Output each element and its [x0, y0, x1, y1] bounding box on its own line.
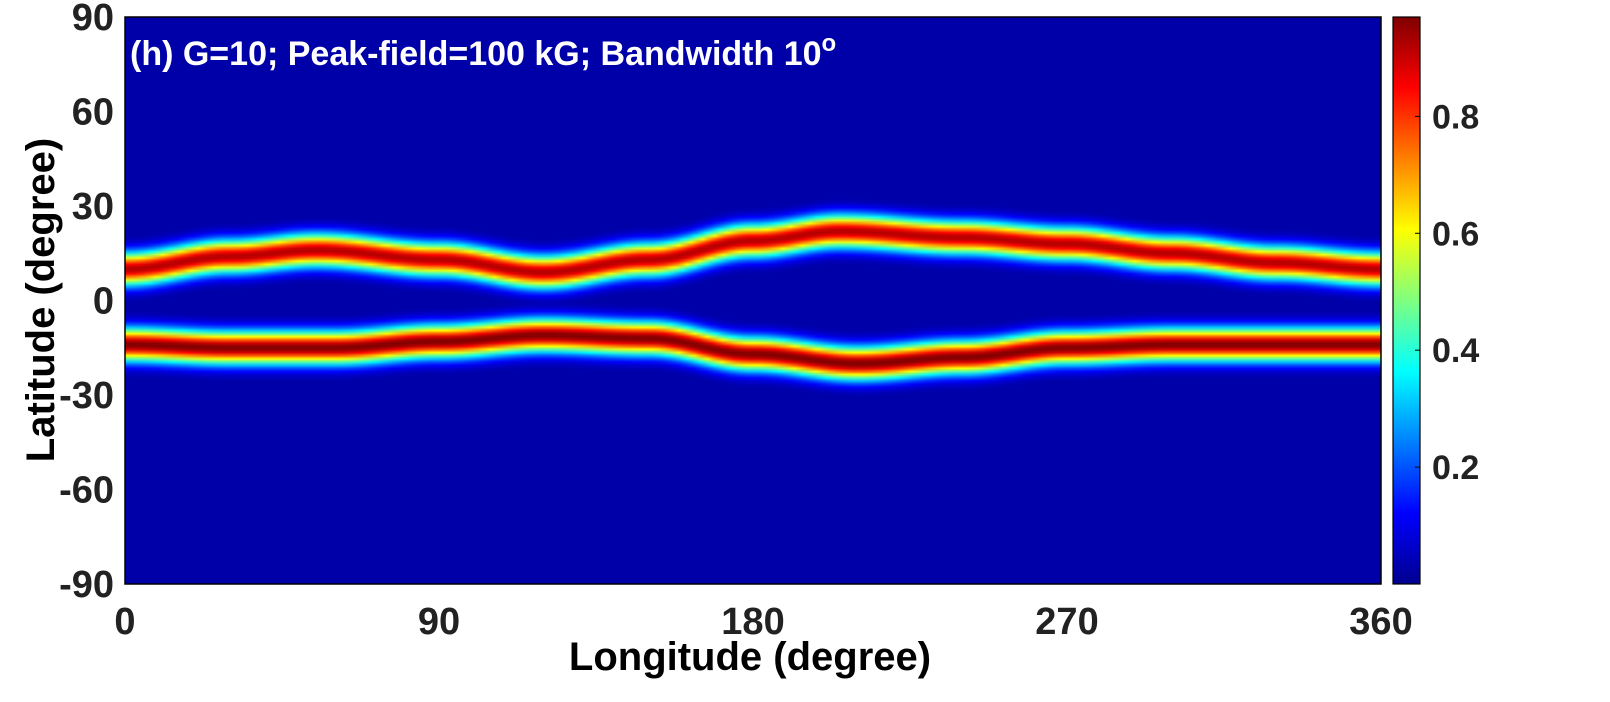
heatmap-image [125, 17, 1381, 584]
plot-frame [124, 16, 1382, 585]
colorbar-gradient [1392, 16, 1421, 585]
y-tick-label: -30 [59, 375, 114, 417]
x-tick-label: 0 [114, 601, 135, 643]
y-tick-label: 30 [72, 186, 114, 228]
colorbar-tick-label: 0.8 [1432, 98, 1479, 136]
x-tick-label: 90 [418, 601, 460, 643]
y-axis-ticks: 90 60 30 0 -30 -60 -90 [59, 0, 114, 606]
colorbar-tick-label: 0.2 [1432, 449, 1479, 487]
x-axis-ticks: 0 90 180 270 360 [114, 601, 1412, 643]
x-axis-label: Longitude (degree) [569, 635, 931, 679]
chart-title-superscript: o [822, 30, 837, 57]
y-tick-label: 60 [72, 92, 114, 134]
colorbar-ticks: 0.8 0.6 0.4 0.2 [1415, 98, 1479, 487]
x-tick-label: 180 [721, 601, 784, 643]
colorbar: 0.8 0.6 0.4 0.2 [1392, 16, 1479, 585]
y-tick-label: 0 [93, 281, 114, 323]
colorbar-tick-label: 0.6 [1432, 215, 1479, 253]
y-axis-label: Latitude (degree) [19, 138, 63, 462]
y-tick-label: -60 [59, 470, 114, 512]
chart-title: (h) G=10; Peak-field=100 kG; Bandwidth 1… [130, 30, 836, 73]
y-tick-label: 90 [72, 0, 114, 39]
colorbar-tick-label: 0.4 [1432, 332, 1479, 370]
heatmap-plot-area [124, 16, 1382, 585]
y-tick-label: -90 [59, 564, 114, 606]
x-tick-label: 360 [1349, 601, 1412, 643]
x-tick-label: 270 [1035, 601, 1098, 643]
chart-title-main: (h) G=10; Peak-field=100 kG; Bandwidth 1… [130, 35, 822, 73]
